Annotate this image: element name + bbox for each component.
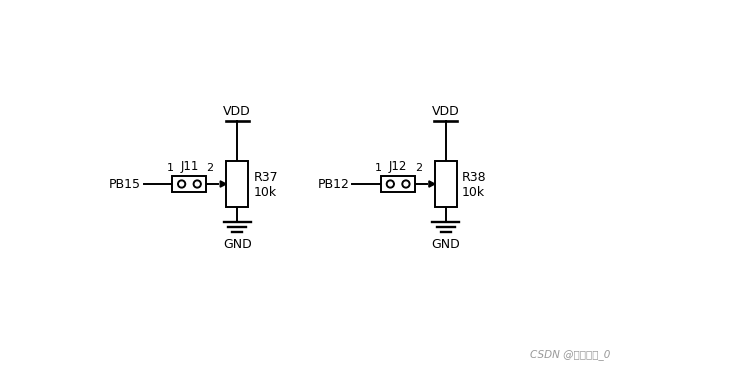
Circle shape — [386, 180, 394, 188]
Text: R37: R37 — [253, 171, 278, 184]
Bar — [226, 160, 248, 208]
Text: 1: 1 — [166, 163, 173, 173]
Bar — [381, 176, 415, 192]
Circle shape — [193, 180, 201, 188]
Bar — [172, 176, 207, 192]
Circle shape — [388, 182, 392, 186]
Circle shape — [196, 182, 199, 186]
Text: J12: J12 — [389, 159, 407, 173]
Text: VDD: VDD — [432, 105, 460, 118]
Bar — [435, 160, 457, 208]
Circle shape — [402, 180, 410, 188]
Text: J11: J11 — [180, 159, 199, 173]
Circle shape — [404, 182, 408, 186]
Text: PB12: PB12 — [318, 177, 350, 191]
Text: 10k: 10k — [462, 186, 485, 199]
Circle shape — [177, 180, 185, 188]
Polygon shape — [220, 181, 226, 187]
Circle shape — [180, 182, 183, 186]
Text: GND: GND — [431, 238, 460, 251]
Text: CSDN @勾栅听曲_0: CSDN @勾栅听曲_0 — [530, 350, 610, 360]
Text: VDD: VDD — [223, 105, 251, 118]
Text: 2: 2 — [206, 163, 213, 173]
Text: PB15: PB15 — [109, 177, 141, 191]
Text: R38: R38 — [462, 171, 487, 184]
Polygon shape — [429, 181, 435, 187]
Text: 1: 1 — [375, 163, 382, 173]
Text: 2: 2 — [415, 163, 422, 173]
Text: GND: GND — [223, 238, 252, 251]
Text: 10k: 10k — [253, 186, 277, 199]
